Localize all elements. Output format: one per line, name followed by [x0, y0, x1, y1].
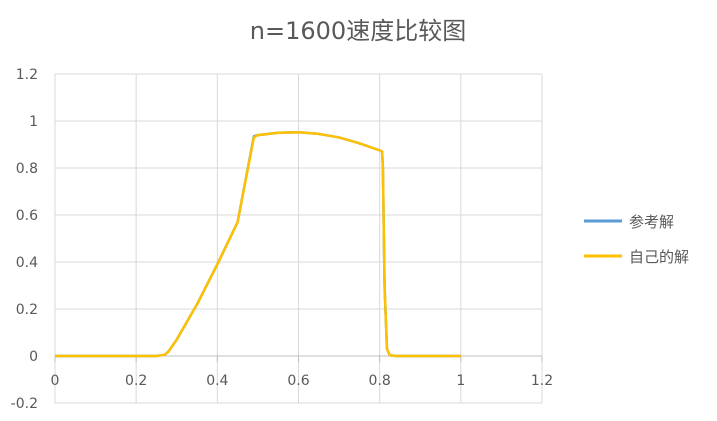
x-tick-label: 0.6 [287, 373, 309, 389]
y-tick-label: 0.4 [16, 255, 38, 271]
y-tick-label: 0.6 [16, 208, 38, 224]
x-tick-label: 0.8 [369, 373, 391, 389]
legend-label-2: 自己的解 [629, 248, 689, 266]
x-tick-label: 0.2 [125, 373, 147, 389]
axes: -0.2 0 0.2 0.4 0.6 0.8 1 1.2 0 0.2 0.4 0.6 0.8 1 1.2 [11, 67, 553, 412]
chart-title: n=1600速度比较图 [250, 17, 466, 45]
x-tick-label: 0 [51, 373, 60, 389]
series-line-2 [55, 131, 461, 358]
grid-lines [54, 73, 543, 404]
y-tick-label: 0.8 [16, 161, 38, 177]
legend-label-1: 参考解 [629, 213, 674, 231]
series-line-1 [55, 131, 461, 358]
series-lines [55, 131, 461, 358]
x-tick-label: 1.2 [531, 373, 553, 389]
y-tick-label: 1 [29, 114, 38, 130]
x-tick-label: 0.4 [206, 373, 228, 389]
y-tick-label: 0 [29, 349, 38, 365]
y-tick-label: 0.2 [16, 302, 38, 318]
y-tick-label: 1.2 [16, 67, 38, 83]
y-tick-label: -0.2 [11, 396, 38, 412]
x-tick-label: 1 [456, 373, 465, 389]
